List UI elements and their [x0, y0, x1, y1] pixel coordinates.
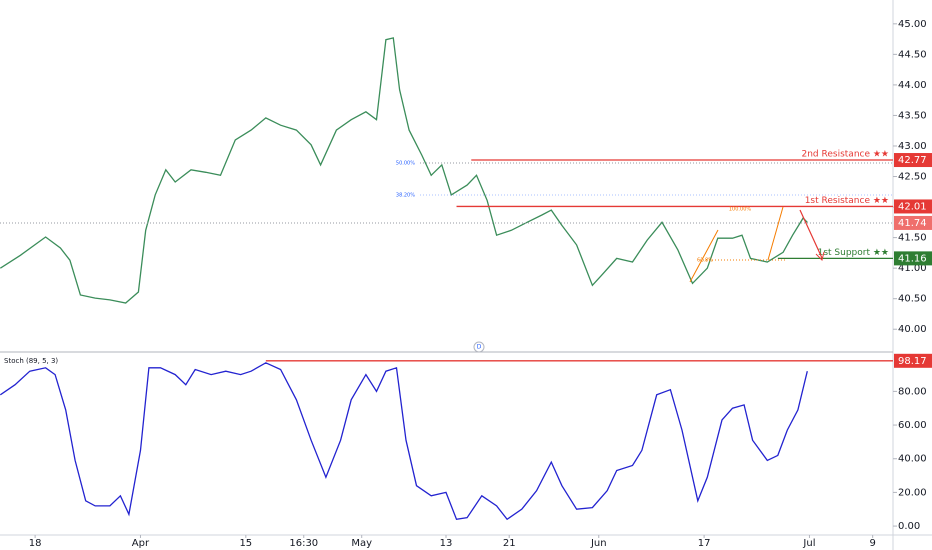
y-tick-label: 44.50: [898, 49, 927, 60]
fib-label: 61.8%: [697, 258, 713, 264]
x-tick-label: Jun: [590, 538, 607, 549]
x-tick-label: Apr: [132, 538, 150, 549]
indicator-title: Stoch (89, 5, 3): [4, 357, 58, 365]
fib-label: 100.00%: [729, 207, 751, 213]
y-tick-label: 20.00: [898, 487, 927, 498]
x-tick-label: Jul: [802, 538, 815, 549]
level-value: 98.17: [898, 356, 927, 367]
level-tag: [894, 251, 932, 266]
y-tick-label: 42.50: [898, 172, 927, 183]
y-tick-label: 43.00: [898, 141, 927, 152]
y-tick-label: 41.50: [898, 233, 927, 244]
arrow-head: [815, 251, 825, 261]
x-tick-label: 15: [239, 538, 252, 549]
x-tick-label: 13: [440, 538, 453, 549]
level-tag: [894, 153, 932, 168]
dividend-marker: [473, 341, 485, 353]
y-tick-label: 80.00: [898, 386, 927, 397]
y-tick-label: 60.00: [898, 420, 927, 431]
series-line: [0, 37, 808, 304]
x-tick-label: 21: [503, 538, 516, 549]
marker-label: D: [477, 344, 482, 351]
last-price-tag: [894, 215, 932, 230]
y-tick-label: 40.00: [898, 454, 927, 465]
stoch-pane: 0.00 20.00 40.00 60.00 80.00 18 Apr 15 16:30 May 1…: [0, 353, 932, 549]
level-tag: [894, 353, 932, 368]
level-label: 1st Resistance ★★: [805, 196, 889, 206]
projection-arrow: [689, 229, 719, 283]
target-arrow: [799, 209, 823, 259]
level-value: 42.01: [898, 201, 927, 212]
fib-label: 50.00%: [396, 161, 415, 167]
projection-arrow: [767, 206, 784, 261]
series-line: [0, 362, 808, 521]
last-price-label: 41.74: [898, 218, 927, 229]
y-tick-label: 41.00: [898, 263, 927, 274]
level-value: 41.16: [898, 253, 927, 264]
y-tick-label: 40.50: [898, 294, 927, 305]
level-label: 1st Support ★★: [818, 248, 889, 258]
x-tick-label: 17: [698, 538, 711, 549]
y-tick-label: 40.00: [898, 324, 927, 335]
y-tick-label: 45.00: [898, 19, 927, 30]
y-tick-label: 44.00: [898, 80, 927, 91]
fib-label: 38.20%: [396, 193, 415, 199]
price-pane: 40.0040.5041.0041.5042.0042.5043.0043.50…: [0, 19, 932, 335]
x-tick-label: May: [351, 538, 372, 549]
level-label: 2nd Resistance ★★: [802, 150, 890, 160]
level-value: 42.77: [898, 155, 927, 166]
x-tick-label: 9: [869, 538, 875, 549]
level-tag: [894, 199, 932, 214]
y-tick-label: 43.50: [898, 110, 927, 121]
x-tick-label: 16:30: [289, 538, 318, 549]
x-tick-label: 18: [29, 538, 42, 549]
y-tick-label: 0.00: [898, 521, 920, 532]
